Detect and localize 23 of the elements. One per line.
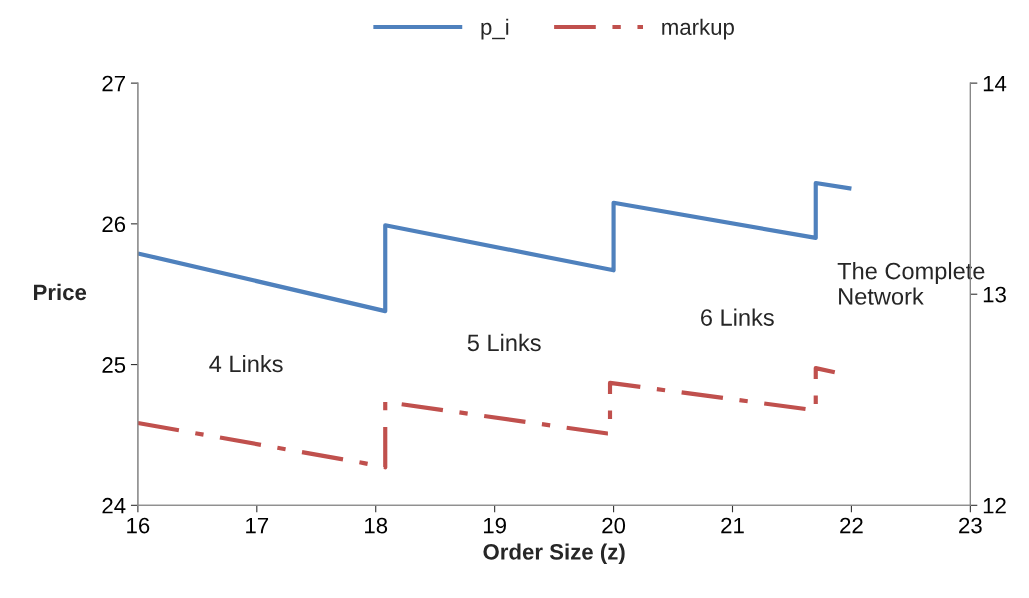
x-tick-label: 23 — [959, 517, 982, 534]
x-tick-label: 16 — [127, 517, 150, 534]
annotation: 6 Links — [701, 308, 774, 326]
legend-label: markup — [662, 18, 734, 40]
annotation: The Complete Network — [837, 262, 985, 305]
y-tick-label: 27 — [102, 75, 125, 92]
y-tick-label: 25 — [102, 357, 126, 373]
annotation: 4 Links — [209, 354, 283, 373]
y-tick-label: 24 — [102, 497, 126, 514]
x-tick-label: 18 — [365, 517, 388, 534]
x-tick-label: 22 — [840, 517, 863, 534]
annotation: 5 Links — [467, 333, 541, 352]
y-tick-label: 26 — [102, 216, 126, 233]
y2-tick-label: 14 — [983, 75, 1007, 92]
legend-label: p_i — [481, 18, 509, 40]
x-tick-label: 19 — [483, 517, 506, 534]
x-axis-title: Order Size (z) — [483, 543, 625, 565]
x-tick-label: 20 — [602, 517, 626, 534]
y2-tick-label: 12 — [983, 497, 1006, 514]
x-tick-label: 17 — [246, 517, 269, 534]
y2-tick-label: 13 — [983, 286, 1006, 303]
x-tick-label: 21 — [721, 517, 744, 534]
y-axis-title: Price — [34, 283, 87, 301]
